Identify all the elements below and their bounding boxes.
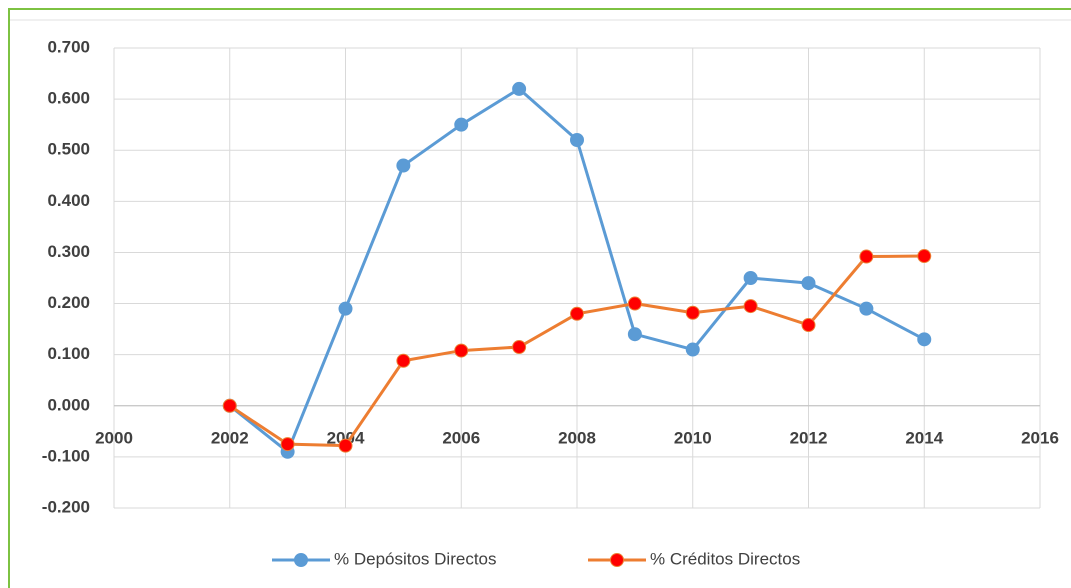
point	[512, 81, 527, 96]
y-tick-label: 0.000	[47, 395, 90, 414]
point	[685, 305, 700, 320]
point	[454, 117, 469, 132]
point	[917, 249, 932, 264]
point	[801, 276, 816, 291]
point	[338, 301, 353, 316]
point	[512, 340, 527, 354]
x-tick-label: 2008	[558, 428, 596, 447]
point	[280, 437, 295, 452]
y-tick-label: 0.400	[47, 191, 90, 210]
x-tick-label: 2002	[211, 428, 249, 447]
point	[917, 332, 932, 347]
y-tick-label: 0.500	[47, 140, 90, 159]
point	[222, 398, 237, 413]
point	[570, 306, 584, 321]
point	[570, 133, 584, 147]
frame	[8, 8, 1071, 588]
y-tick-label: 0.200	[47, 293, 90, 312]
y-tick-label: 0.700	[47, 37, 90, 56]
point	[743, 299, 758, 314]
point	[396, 158, 411, 173]
x-tick-label: 2014	[905, 428, 943, 447]
x-tick-label: 2000	[95, 428, 133, 447]
legend-marker	[610, 553, 624, 567]
y-tick-label: 0.100	[47, 344, 90, 363]
x-tick-label: 2010	[674, 428, 712, 447]
legend-marker	[294, 553, 308, 567]
point	[627, 296, 642, 311]
legend-label: % Créditos Directos	[650, 549, 800, 568]
point	[396, 353, 411, 368]
x-tick-label: 2012	[790, 428, 828, 447]
x-tick-label: 2016	[1021, 428, 1059, 447]
point	[685, 342, 700, 357]
y-tick-label: -0.100	[42, 446, 90, 465]
legend-label: % Depósitos Directos	[334, 549, 497, 568]
y-tick-label: -0.200	[42, 497, 90, 516]
point	[454, 343, 469, 358]
point	[743, 271, 758, 285]
point	[801, 318, 816, 333]
point	[338, 438, 353, 453]
point	[627, 327, 642, 342]
y-tick-label: 0.300	[47, 242, 90, 261]
point	[859, 249, 874, 264]
point	[859, 301, 874, 316]
y-tick-label: 0.600	[47, 89, 90, 108]
x-tick-label: 2006	[442, 428, 480, 447]
